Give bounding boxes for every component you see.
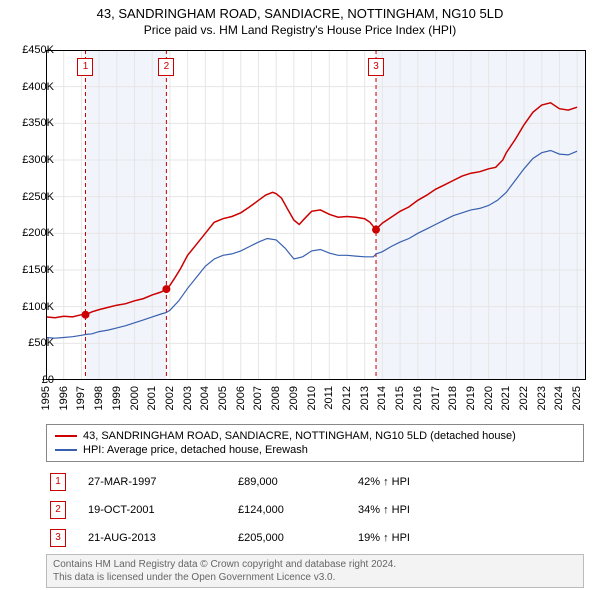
x-axis-label: 1999 (111, 386, 123, 410)
x-axis-label: 2008 (270, 386, 282, 410)
x-axis-label: 2007 (252, 386, 264, 410)
legend-label: 43, SANDRINGHAM ROAD, SANDIACRE, NOTTING… (83, 430, 516, 442)
chart-subtitle: Price paid vs. HM Land Registry's House … (0, 23, 600, 37)
y-axis-label: £0 (14, 374, 54, 386)
sale-delta: 42% ↑ HPI (358, 476, 478, 488)
sale-marker-badge: 2 (50, 501, 66, 519)
y-axis-label: £250K (14, 191, 54, 203)
x-axis-label: 2023 (536, 386, 548, 410)
table-row: 1 27-MAR-1997 £89,000 42% ↑ HPI (46, 468, 584, 496)
sale-price: £124,000 (238, 504, 358, 516)
x-axis-label: 1996 (58, 386, 70, 410)
x-axis-label: 1997 (75, 386, 87, 410)
x-axis-label: 2024 (553, 386, 565, 410)
x-axis-label: 2006 (235, 386, 247, 410)
y-axis-label: £50K (14, 337, 54, 349)
sale-price: £89,000 (238, 476, 358, 488)
sale-date: 19-OCT-2001 (66, 504, 238, 516)
x-axis-label: 2005 (217, 386, 229, 410)
sale-delta: 19% ↑ HPI (358, 532, 478, 544)
chart-container: 43, SANDRINGHAM ROAD, SANDIACRE, NOTTING… (0, 0, 600, 590)
x-axis-label: 2011 (323, 386, 335, 410)
x-axis-label: 2018 (447, 386, 459, 410)
sale-marker-badge: 3 (50, 529, 66, 547)
x-axis-label: 2000 (129, 386, 141, 410)
sale-price: £205,000 (238, 532, 358, 544)
legend-swatch (55, 449, 77, 451)
x-axis-label: 2015 (394, 386, 406, 410)
sale-date: 27-MAR-1997 (66, 476, 238, 488)
attribution-line: Contains HM Land Registry data © Crown c… (53, 558, 577, 571)
x-axis-label: 2017 (430, 386, 442, 410)
sales-table: 1 27-MAR-1997 £89,000 42% ↑ HPI 2 19-OCT… (46, 468, 584, 552)
y-axis-label: £450K (14, 44, 54, 56)
table-row: 3 21-AUG-2013 £205,000 19% ↑ HPI (46, 524, 584, 552)
legend-row: HPI: Average price, detached house, Erew… (55, 443, 575, 457)
chart-titles: 43, SANDRINGHAM ROAD, SANDIACRE, NOTTING… (0, 0, 600, 37)
x-axis-label: 2020 (483, 386, 495, 410)
chart-svg (46, 50, 586, 380)
y-axis-label: £400K (14, 81, 54, 93)
legend: 43, SANDRINGHAM ROAD, SANDIACRE, NOTTING… (46, 424, 584, 462)
attribution-box: Contains HM Land Registry data © Crown c… (46, 554, 584, 588)
y-axis-label: £100K (14, 301, 54, 313)
x-axis-label: 1998 (93, 386, 105, 410)
x-axis-label: 2003 (182, 386, 194, 410)
x-axis-label: 2019 (465, 386, 477, 410)
x-axis-label: 2009 (288, 386, 300, 410)
table-row: 2 19-OCT-2001 £124,000 34% ↑ HPI (46, 496, 584, 524)
y-axis-label: £300K (14, 154, 54, 166)
x-axis-label: 2016 (412, 386, 424, 410)
legend-row: 43, SANDRINGHAM ROAD, SANDIACRE, NOTTING… (55, 429, 575, 443)
sale-marker-flag: 2 (158, 58, 174, 76)
sale-marker-badge: 1 (50, 473, 66, 491)
x-axis-label: 2002 (164, 386, 176, 410)
x-axis-label: 2001 (146, 386, 158, 410)
y-axis-label: £150K (14, 264, 54, 276)
x-axis-label: 2021 (500, 386, 512, 410)
x-axis-label: 2012 (341, 386, 353, 410)
chart-title: 43, SANDRINGHAM ROAD, SANDIACRE, NOTTING… (0, 6, 600, 21)
x-axis-label: 2025 (571, 386, 583, 410)
x-axis-label: 2010 (306, 386, 318, 410)
sale-delta: 34% ↑ HPI (358, 504, 478, 516)
x-axis-label: 2013 (359, 386, 371, 410)
x-axis-label: 2022 (518, 386, 530, 410)
legend-label: HPI: Average price, detached house, Erew… (83, 444, 308, 456)
sale-marker-flag: 3 (368, 58, 384, 76)
x-axis-label: 2004 (199, 386, 211, 410)
y-axis-label: £350K (14, 117, 54, 129)
x-axis-label: 1995 (40, 386, 52, 410)
x-axis-label: 2014 (376, 386, 388, 410)
attribution-line: This data is licensed under the Open Gov… (53, 571, 577, 584)
chart-plot-area (46, 50, 586, 380)
y-axis-label: £200K (14, 227, 54, 239)
sale-marker-flag: 1 (77, 58, 93, 76)
sale-date: 21-AUG-2013 (66, 532, 238, 544)
legend-swatch (55, 435, 77, 437)
